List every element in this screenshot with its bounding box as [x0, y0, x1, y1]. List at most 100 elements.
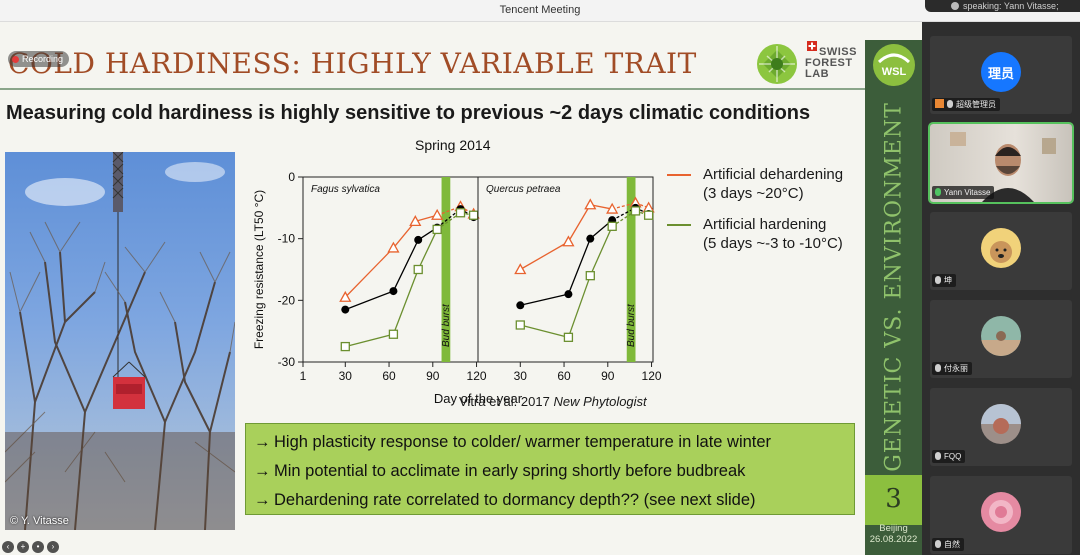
data-point-triangle [431, 208, 444, 220]
series-line-segment [567, 238, 591, 295]
series-line-segment [392, 269, 419, 335]
participant-tile-speaker[interactable]: Yann Vitasse [928, 122, 1074, 204]
mic-icon [935, 452, 941, 460]
x-tick-label: 120 [467, 369, 487, 383]
mic-icon [947, 100, 953, 108]
avatar: 理员 [981, 52, 1021, 92]
data-point-square [515, 320, 525, 330]
participant-tile[interactable]: FQQ [930, 388, 1072, 466]
bud-burst-label: Bud burst [626, 303, 637, 347]
x-tick-label: 30 [514, 369, 528, 383]
legend-sublabel-dehardening: (3 days ~20°C) [703, 185, 804, 202]
speaker-icon [951, 2, 959, 10]
place-date: Beijing 26.08.2022 [865, 523, 922, 545]
bud-burst-band [441, 177, 451, 362]
bud-burst-label: Bud burst [441, 303, 452, 347]
next-slide-icon[interactable]: › [47, 541, 59, 553]
participant-tile[interactable]: 自然 [930, 476, 1072, 554]
key-point-2: → Min potential to acclimate in early spr… [254, 457, 854, 486]
page-number-box: 3 [865, 475, 922, 525]
avatar-text: 理员 [987, 66, 1014, 81]
citation-authors: Vitra et al. 2017 [459, 394, 550, 409]
legend-sublabel-hardening: (5 days ~-3 to -10°C) [703, 235, 843, 252]
data-point-square [432, 224, 442, 235]
slide-controls: ‹ + • › [2, 541, 62, 555]
mic-icon [935, 276, 941, 284]
more-icon[interactable]: • [32, 541, 44, 553]
x-axis-label: Day of the year [434, 391, 523, 406]
participant-name-text: 自然 [944, 540, 960, 549]
recording-label: Recording [22, 54, 64, 64]
participant-name: FQQ [932, 450, 966, 463]
chart-svg: 0 -10 -20 -30 Freezing resistance (LT50 °C) D… [252, 170, 662, 406]
x-tick-label: 120 [642, 369, 662, 383]
photo-avatar-icon [981, 404, 1021, 434]
data-point-square [563, 332, 574, 342]
y-tick-label: -10 [278, 232, 296, 246]
key-points-box: → High plasticity response to colder/ war… [245, 423, 855, 515]
participant-name: 自然 [932, 538, 964, 551]
recording-badge[interactable]: Recording [8, 51, 70, 67]
x-tick-label: 30 [339, 369, 353, 383]
logo-text-3: LAB [805, 68, 830, 80]
series-line-segment [567, 275, 591, 338]
zoom-icon[interactable]: + [17, 541, 29, 553]
swiss-cross-icon [807, 41, 817, 51]
participant-name: Yann Vitasse [932, 186, 995, 199]
data-point-square [413, 264, 423, 275]
y-tick-label: 0 [288, 170, 295, 184]
avatar [981, 228, 1021, 268]
key-point-3: → Dehardening rate correlated to dormancy… [254, 486, 854, 515]
series-line-segment [589, 226, 613, 276]
x-tick-label: 90 [426, 369, 440, 383]
data-point-triangle [339, 290, 352, 302]
participant-name-text: FQQ [944, 452, 962, 461]
participant-tile-admin[interactable]: 理员 超级管理员 [930, 36, 1072, 114]
shared-slide: COLD HARDINESS: HIGHLY VARIABLE TRAIT Re… [0, 22, 922, 555]
data-point-square [607, 221, 617, 231]
panel-frame [477, 176, 654, 363]
avatar [981, 492, 1021, 532]
chart-title: Spring 2014 [415, 137, 491, 153]
place-label: Beijing [879, 523, 908, 534]
tree-crane-photo: © Y. Vitasse [5, 152, 235, 530]
dog-avatar-icon [990, 241, 1012, 263]
data-point-circle [414, 235, 423, 244]
data-point-circle [341, 305, 350, 314]
tree-photo-illustration [5, 152, 235, 530]
data-point-circle [564, 290, 573, 299]
panel-species-label: Quercus petraea [486, 184, 561, 195]
participant-tile[interactable]: 付永丽 [930, 300, 1072, 378]
key-point-text: Min potential to acclimate in early spri… [274, 462, 746, 480]
speaker-video-illustration [950, 132, 1056, 202]
host-icon [935, 99, 944, 108]
avatar [981, 316, 1021, 356]
chart-legend: Artificial dehardening (3 days ~20°C) Ar… [665, 165, 865, 265]
logo-text-2: FOREST [805, 57, 853, 69]
participant-name: 坤 [932, 274, 956, 287]
data-point-triangle [514, 263, 527, 275]
slide-subtitle: Measuring cold hardiness is highly sensi… [6, 102, 811, 124]
photo-credit: © Y. Vitasse [10, 515, 69, 527]
series-line-segment [520, 324, 569, 338]
legend-item-hardening: Artificial hardening (5 days ~-3 to -10°… [665, 215, 865, 253]
logo-text-1: SWISS [819, 46, 857, 58]
participant-name-text: Yann Vitasse [944, 188, 991, 197]
participant-name-text: 超级管理员 [956, 100, 996, 109]
legend-item-dehardening: Artificial dehardening (3 days ~20°C) [665, 165, 865, 203]
legend-swatch-hardening [667, 224, 691, 226]
participant-tile[interactable]: 坤 [930, 212, 1072, 290]
date-label: 26.08.2022 [869, 534, 918, 545]
participants-panel: 理员 超级管理员 Yann Vitasse 坤 [922, 22, 1080, 555]
vertical-section-title: GENETIC VS. ENVIRONMENT [879, 102, 909, 472]
data-point-triangle [562, 235, 575, 247]
key-point-text: High plasticity response to colder/ warm… [274, 433, 772, 451]
flower-avatar-icon [989, 500, 1013, 524]
data-point-square [388, 329, 399, 339]
data-point-circle [516, 301, 525, 310]
avatar [981, 404, 1021, 444]
speaking-text: speaking: Yann Vitasse; [963, 1, 1059, 11]
x-tick-label: 60 [382, 369, 396, 383]
prev-slide-icon[interactable]: ‹ [2, 541, 14, 553]
data-point-triangle [387, 241, 400, 253]
